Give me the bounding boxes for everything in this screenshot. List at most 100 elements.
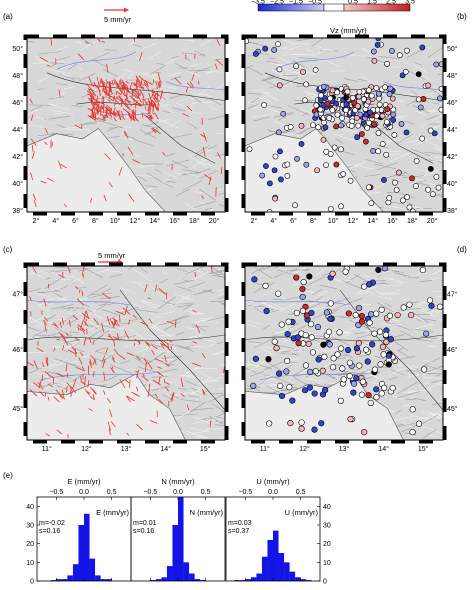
relief-stroke — [100, 295, 120, 300]
relief-stroke — [83, 120, 102, 125]
vertical-velocity-site — [373, 310, 380, 317]
vertical-velocity-site — [426, 297, 434, 304]
vertical-velocity-site — [391, 132, 398, 138]
velocity-vector — [145, 101, 149, 105]
vertical-velocity-site — [252, 355, 259, 362]
relief-stroke — [423, 90, 443, 97]
velocity-vector — [59, 395, 64, 400]
relief-stroke — [249, 371, 265, 377]
relief-stroke — [422, 376, 442, 380]
velocity-vector — [81, 266, 85, 276]
vertical-velocity-site — [376, 95, 382, 102]
relief-stroke — [270, 309, 280, 313]
relief-stroke — [341, 280, 363, 290]
velocity-vector — [161, 344, 165, 349]
velocity-vector — [87, 93, 94, 98]
relief-stroke — [54, 358, 76, 366]
velocity-vector — [96, 76, 100, 85]
vertical-velocity-site — [363, 346, 370, 353]
relief-stroke — [146, 350, 167, 365]
velocity-vector — [66, 382, 73, 390]
vertical-velocity-site — [373, 113, 380, 119]
relief-stroke — [55, 336, 79, 343]
relief-stroke — [427, 46, 443, 58]
vertical-velocity-site — [378, 390, 385, 397]
relief-stroke — [186, 374, 194, 377]
vertical-velocity-site — [276, 370, 283, 377]
relief-stroke — [397, 115, 408, 118]
relief-stroke — [73, 342, 81, 346]
relief-stroke — [381, 117, 391, 120]
velocity-vector — [36, 347, 44, 353]
velocity-vector — [93, 107, 96, 118]
velocity-vector — [131, 391, 138, 396]
relief-stroke — [381, 282, 390, 285]
river — [383, 81, 443, 91]
relief-stroke — [314, 383, 325, 387]
histogram-bar — [295, 577, 301, 581]
velocity-vector — [125, 90, 128, 101]
relief-stroke — [86, 284, 108, 298]
relief-stroke — [131, 302, 142, 308]
relief-stroke — [207, 115, 225, 121]
vertical-velocity-site — [284, 330, 291, 338]
velocity-vector — [136, 103, 142, 107]
velocity-vector — [104, 106, 113, 112]
vertical-velocity-site — [379, 343, 387, 350]
vertical-velocity-site — [262, 282, 269, 289]
vertical-velocity-site — [294, 334, 301, 341]
relief-stroke — [170, 55, 179, 59]
relief-stroke — [384, 302, 393, 308]
velocity-vector — [33, 200, 37, 208]
vertical-velocity-site — [367, 109, 374, 116]
velocity-vector — [143, 81, 149, 88]
relief-stroke — [209, 300, 225, 302]
relief-stroke — [176, 411, 190, 420]
map-frame — [244, 37, 444, 213]
velocity-vector — [58, 89, 61, 97]
lon-tick-label: 12° — [348, 217, 359, 225]
relief-stroke — [125, 115, 145, 118]
velocity-vector — [69, 387, 74, 393]
vertical-velocity-site — [373, 394, 380, 401]
relief-stroke — [382, 284, 402, 287]
velocity-vector — [86, 90, 93, 96]
velocity-vector — [93, 81, 97, 88]
relief-stroke — [412, 306, 432, 316]
sea-area — [27, 373, 186, 440]
histogram-bar — [250, 577, 257, 581]
map-body — [27, 266, 225, 440]
velocity-vector — [125, 84, 130, 94]
vertical-velocity-site — [286, 384, 293, 391]
relief-stroke — [163, 321, 181, 331]
velocity-vector — [103, 88, 108, 91]
vertical-velocity-site — [362, 138, 369, 145]
vertical-velocity-site — [433, 173, 440, 180]
histogram-bar — [106, 579, 112, 581]
relief-stroke — [204, 207, 213, 211]
relief-stroke — [207, 95, 220, 102]
velocity-vector — [152, 379, 161, 386]
relief-stroke — [52, 345, 64, 351]
velocity-vector — [210, 266, 213, 274]
relief-stroke — [179, 399, 202, 403]
velocity-vector — [67, 266, 71, 274]
velocity-vector — [87, 380, 90, 388]
vertical-velocity-site — [364, 124, 371, 131]
lon-tick-label: 15° — [418, 445, 429, 453]
relief-stroke — [417, 182, 430, 186]
histogram-bar — [100, 579, 107, 581]
velocity-vector — [135, 101, 142, 107]
relief-stroke — [130, 368, 143, 373]
velocity-vector — [103, 372, 106, 381]
relief-stroke — [248, 360, 267, 372]
velocity-vector — [29, 98, 33, 104]
relief-stroke — [160, 311, 176, 315]
velocity-vector — [167, 343, 170, 350]
relief-stroke — [414, 397, 426, 402]
relief-stroke — [161, 361, 171, 366]
velocity-vector — [43, 320, 47, 325]
velocity-vector — [30, 138, 37, 146]
lat-tick-label: 46° — [447, 346, 458, 354]
velocity-vector — [111, 366, 114, 371]
